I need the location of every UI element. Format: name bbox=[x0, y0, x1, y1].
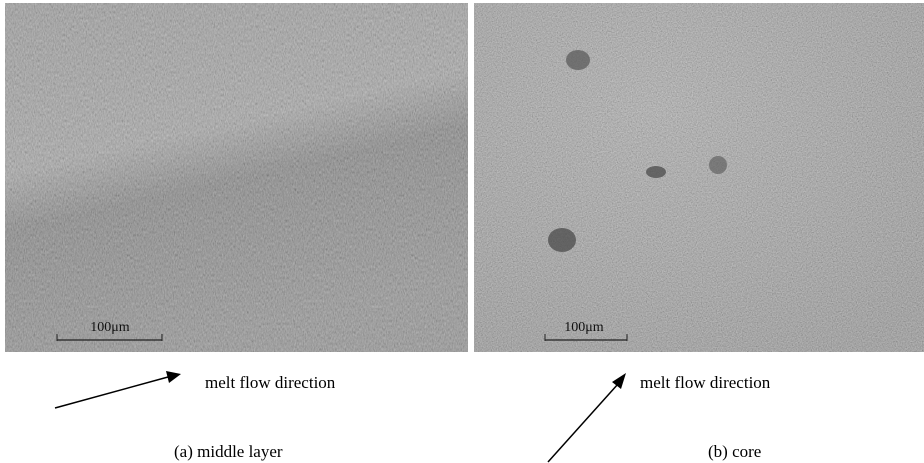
scale-bar-label: 100μm bbox=[564, 320, 604, 335]
micrograph-b: 100μm bbox=[474, 3, 924, 352]
arrow-b bbox=[548, 373, 626, 462]
arrow-label: melt flow direction bbox=[640, 373, 771, 392]
caption: (b) core bbox=[708, 442, 761, 461]
figure: 100μm 100μm melt flow direction melt flo… bbox=[0, 0, 924, 463]
arrow-label: melt flow direction bbox=[205, 373, 336, 392]
arrow-a bbox=[55, 371, 181, 408]
scale-bar-label: 100μm bbox=[90, 320, 130, 335]
micrograph-a: 100μm bbox=[5, 3, 468, 352]
caption: (a) middle layer bbox=[174, 442, 283, 461]
